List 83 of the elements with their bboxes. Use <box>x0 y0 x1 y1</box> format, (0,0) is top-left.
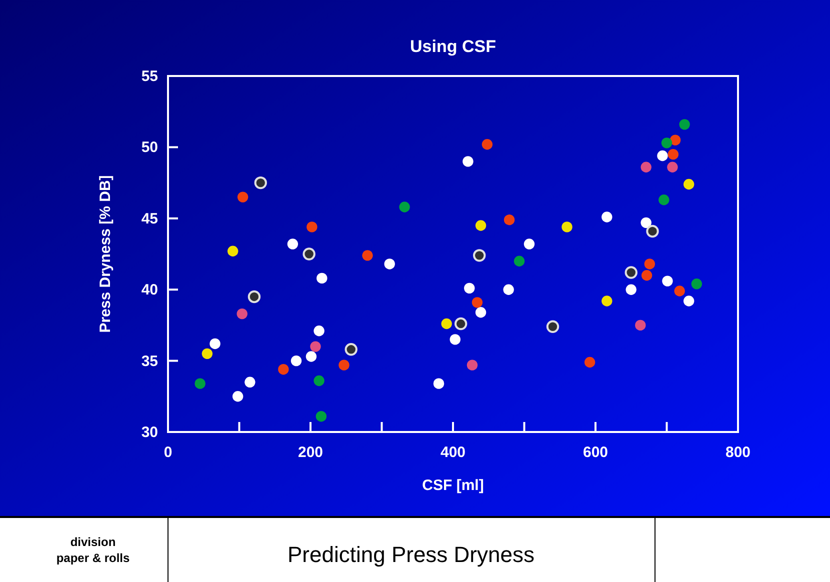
x-tick-label: 200 <box>298 444 324 461</box>
point <box>668 148 679 160</box>
point <box>679 119 690 130</box>
point <box>454 317 468 330</box>
text: division paper & rolls <box>56 535 130 565</box>
point <box>674 286 685 296</box>
point <box>473 249 486 262</box>
point <box>524 238 535 250</box>
point <box>227 246 238 256</box>
x-tick-label: 0 <box>164 444 172 461</box>
x-tick-label: 800 <box>725 444 751 461</box>
point <box>683 296 694 306</box>
point <box>691 278 702 290</box>
y-tick-label: 35 <box>141 352 158 370</box>
point <box>662 276 673 286</box>
point <box>640 162 652 172</box>
point <box>635 320 646 331</box>
y-tick-label: 30 <box>141 424 158 441</box>
point <box>482 139 493 150</box>
point <box>683 178 694 190</box>
point <box>316 410 327 422</box>
point <box>658 194 670 206</box>
point <box>641 270 652 281</box>
point <box>384 258 395 270</box>
point <box>640 217 652 228</box>
point <box>441 318 452 330</box>
point <box>232 391 244 402</box>
point <box>661 138 672 148</box>
point <box>646 224 659 238</box>
point <box>236 308 248 320</box>
x-tick-label: 600 <box>582 444 608 461</box>
point <box>466 360 478 370</box>
y-tick-label: 55 <box>141 68 158 85</box>
point <box>306 351 317 362</box>
point <box>278 364 289 375</box>
point <box>237 192 248 202</box>
point <box>624 266 638 279</box>
point <box>602 296 612 306</box>
point <box>626 284 636 295</box>
y-tick-label: 50 <box>141 139 158 156</box>
point <box>338 360 350 370</box>
point <box>316 272 328 284</box>
point <box>314 375 324 386</box>
y-tick-label: 45 <box>141 210 158 228</box>
point <box>657 150 668 162</box>
point <box>514 256 525 266</box>
point <box>302 248 316 260</box>
y-tick-label: 40 <box>141 282 158 299</box>
point <box>504 214 515 226</box>
point <box>464 282 475 294</box>
point <box>503 284 514 295</box>
point <box>450 334 460 345</box>
point <box>194 378 206 389</box>
x-tick-label: 400 <box>440 444 466 461</box>
point <box>462 156 474 167</box>
point <box>475 307 486 318</box>
text: Predicting Press Dryness <box>288 542 534 567</box>
point <box>290 355 302 366</box>
point <box>210 338 220 350</box>
point <box>546 320 560 333</box>
point <box>433 378 444 389</box>
point <box>310 341 321 352</box>
point <box>472 297 483 308</box>
point <box>244 376 256 388</box>
point <box>344 343 358 356</box>
point <box>399 202 410 212</box>
point <box>254 176 267 190</box>
point <box>202 348 213 360</box>
point <box>670 134 681 146</box>
point <box>362 250 373 261</box>
point <box>314 326 324 336</box>
point <box>602 212 612 222</box>
point <box>248 290 261 304</box>
point <box>475 220 486 231</box>
point <box>584 356 596 368</box>
point <box>667 162 678 172</box>
chart-title: Using CSF <box>410 37 496 56</box>
point <box>562 222 572 232</box>
y-axis-title: Press Dryness [% DB] <box>97 175 114 333</box>
x-axis-title: CSF [ml] <box>422 477 484 494</box>
point <box>306 222 318 232</box>
point <box>644 258 655 270</box>
point <box>287 238 298 250</box>
